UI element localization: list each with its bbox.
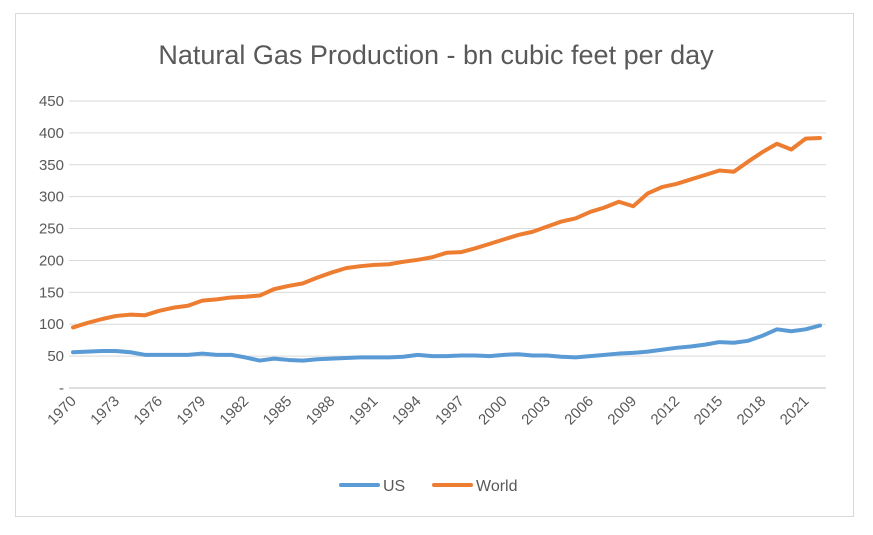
x-tick-label: 1970 <box>44 393 80 429</box>
y-tick-label: 100 <box>39 316 64 333</box>
x-tick-label: 1997 <box>432 393 468 429</box>
x-tick-label: 2018 <box>734 393 770 429</box>
x-tick-label: 1976 <box>130 393 166 429</box>
y-tick-label: 50 <box>47 348 64 365</box>
x-tick-label: 2000 <box>475 393 511 429</box>
series-lines <box>71 135 822 363</box>
x-tick-label: 2015 <box>691 393 727 429</box>
y-tick-label: - <box>59 380 64 397</box>
y-tick-label: 350 <box>39 157 64 174</box>
x-tick-label: 1973 <box>87 393 123 429</box>
x-tick-label: 1988 <box>303 393 339 429</box>
y-tick-label: 250 <box>39 221 64 238</box>
y-tick-label: 300 <box>39 189 64 206</box>
chart-title: Natural Gas Production - bn cubic feet p… <box>158 40 714 70</box>
legend-label-world: World <box>476 478 518 495</box>
chart-frame: Natural Gas Production - bn cubic feet p… <box>15 13 854 517</box>
x-tick-label: 1979 <box>173 393 209 429</box>
x-tick-label: 2006 <box>561 393 597 429</box>
line-chart: Natural Gas Production - bn cubic feet p… <box>39 40 826 495</box>
y-tick-label: 150 <box>39 284 64 301</box>
x-tick-label: 2009 <box>604 393 640 429</box>
x-tick-label: 2003 <box>518 393 554 429</box>
legend: US World <box>339 478 518 495</box>
x-tick-label: 1982 <box>217 393 253 429</box>
x-tick-label: 1991 <box>346 393 382 429</box>
y-tick-label: 400 <box>39 125 64 142</box>
gridlines <box>69 100 826 357</box>
x-tick-label: 2021 <box>777 393 813 429</box>
y-tick-label: 200 <box>39 252 64 269</box>
series-line-world <box>71 135 822 330</box>
series-line-us <box>71 323 822 363</box>
legend-label-us: US <box>383 478 405 495</box>
x-tick-label: 1985 <box>260 393 296 429</box>
x-tick-label: 2012 <box>648 393 684 429</box>
x-tick-label: 1994 <box>389 393 425 429</box>
y-tick-label: 450 <box>39 93 64 110</box>
